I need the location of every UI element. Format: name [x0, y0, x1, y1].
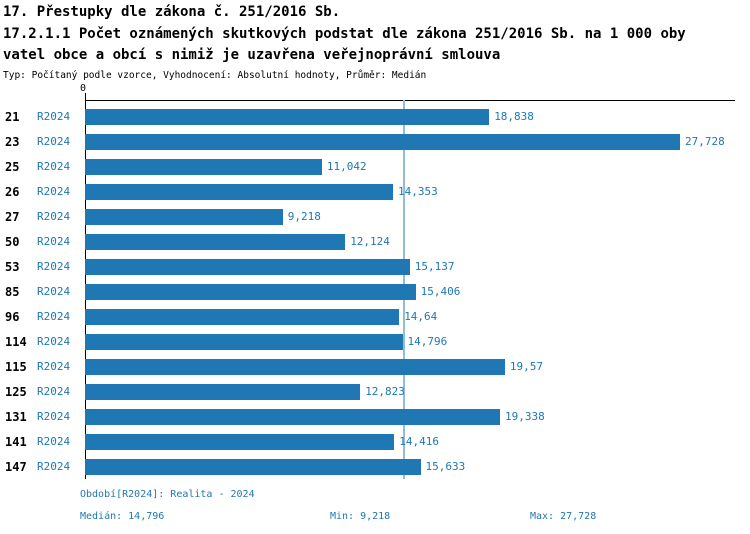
chart-row: 141 R2024 14,416 [0, 429, 750, 454]
row-category-label: 26 [5, 184, 20, 199]
bar-value-label: 12,823 [365, 385, 405, 398]
bar-value-label: 15,137 [414, 260, 455, 273]
chart-row: 114 R2024 14,796 [0, 329, 750, 354]
row-category-label: 125 [5, 384, 27, 399]
row-category-label: 27 [5, 209, 20, 224]
page-title: 17. Přestupky dle zákona č. 251/2016 Sb. [3, 4, 341, 20]
chart-row: 50 R2024 12,124 [0, 229, 750, 254]
row-series-label: R2024 [37, 135, 71, 148]
row-series-label: R2024 [37, 460, 71, 473]
chart-row: 53 R2024 15,137 [0, 254, 750, 279]
bar-value-label: 14,64 [404, 310, 438, 323]
bar [85, 408, 500, 425]
row-category-label: 131 [5, 409, 27, 424]
bar-value-label: 19,338 [505, 410, 545, 423]
chart-row: 85 R2024 15,406 [0, 279, 750, 304]
chart-row: 26 R2024 14,353 [0, 179, 750, 204]
axis-tick [85, 93, 86, 100]
bar-value-label: 19,57 [509, 360, 544, 373]
row-category-label: 25 [5, 159, 20, 174]
footer-max-label: Max: 27,728 [530, 511, 597, 522]
row-series-label: R2024 [37, 235, 71, 248]
row-category-label: 50 [5, 234, 20, 249]
bar [85, 208, 283, 225]
footer-period-label: Období[R2024]: Realita - 2024 [80, 489, 255, 500]
bar [85, 458, 421, 475]
bar [85, 283, 416, 300]
chart-title-line-1: 17.2.1.1 Počet oznámených skutkových pod… [3, 26, 686, 42]
bar-value-label: 14,416 [399, 435, 440, 448]
chart-rows: 21 R2024 18,838 23 R2024 27,728 25 R2024 11,042 2… [0, 104, 750, 479]
row-series-label: R2024 [37, 385, 71, 398]
bar [85, 333, 403, 350]
bar [85, 358, 505, 375]
row-series-label: R2024 [37, 360, 71, 373]
bar [85, 183, 393, 200]
bar [85, 383, 361, 400]
bar [85, 233, 346, 250]
chart-title-line-2: vatel obce a obcí s nimiž je uzavřena ve… [3, 47, 501, 63]
row-series-label: R2024 [37, 435, 71, 448]
chart-row: 115 R2024 19,57 [0, 354, 750, 379]
row-series-label: R2024 [37, 285, 71, 298]
chart-row: 23 R2024 27,728 [0, 129, 750, 154]
bar-value-label: 18,838 [494, 110, 534, 123]
chart-subtitle: Typ: Počítaný podle vzorce, Vyhodnocení:… [3, 70, 427, 81]
chart-row: 25 R2024 11,042 [0, 154, 750, 179]
row-category-label: 147 [5, 459, 27, 474]
bar-value-label: 14,796 [407, 335, 448, 348]
footer-min-label: Min: 9,218 [330, 511, 391, 522]
bar-value-label: 11,042 [326, 160, 367, 173]
row-series-label: R2024 [37, 310, 71, 323]
chart-row: 21 R2024 18,838 [0, 104, 750, 129]
bar [85, 308, 400, 325]
bar [85, 133, 680, 150]
bar-value-label: 15,406 [420, 285, 461, 298]
axis-top-line [85, 100, 735, 101]
row-series-label: R2024 [37, 110, 71, 123]
bar-value-label: 15,633 [425, 460, 466, 473]
row-category-label: 21 [5, 109, 20, 124]
row-series-label: R2024 [37, 335, 71, 348]
row-category-label: 114 [5, 334, 27, 349]
bar-value-label: 27,728 [685, 135, 725, 148]
row-category-label: 23 [5, 134, 20, 149]
row-category-label: 53 [5, 259, 20, 274]
row-category-label: 85 [5, 284, 20, 299]
bar [85, 158, 322, 175]
row-category-label: 141 [5, 434, 27, 449]
row-series-label: R2024 [37, 160, 71, 173]
bar [85, 258, 410, 275]
row-series-label: R2024 [37, 410, 71, 423]
bar-value-label: 9,218 [287, 210, 321, 223]
bar [85, 433, 395, 450]
axis-zero-label: 0 [80, 83, 87, 94]
chart-row: 27 R2024 9,218 [0, 204, 750, 229]
row-category-label: 96 [5, 309, 20, 324]
chart-row: 147 R2024 15,633 [0, 454, 750, 479]
bar [85, 108, 490, 125]
chart-row: 131 R2024 19,338 [0, 404, 750, 429]
row-series-label: R2024 [37, 210, 71, 223]
chart-row: 96 R2024 14,64 [0, 304, 750, 329]
bar-value-label: 12,124 [350, 235, 390, 248]
row-series-label: R2024 [37, 260, 71, 273]
footer-median-label: Medián: 14,796 [80, 511, 165, 522]
row-category-label: 115 [5, 359, 27, 374]
row-series-label: R2024 [37, 185, 71, 198]
bar-value-label: 14,353 [398, 185, 438, 198]
chart-row: 125 R2024 12,823 [0, 379, 750, 404]
